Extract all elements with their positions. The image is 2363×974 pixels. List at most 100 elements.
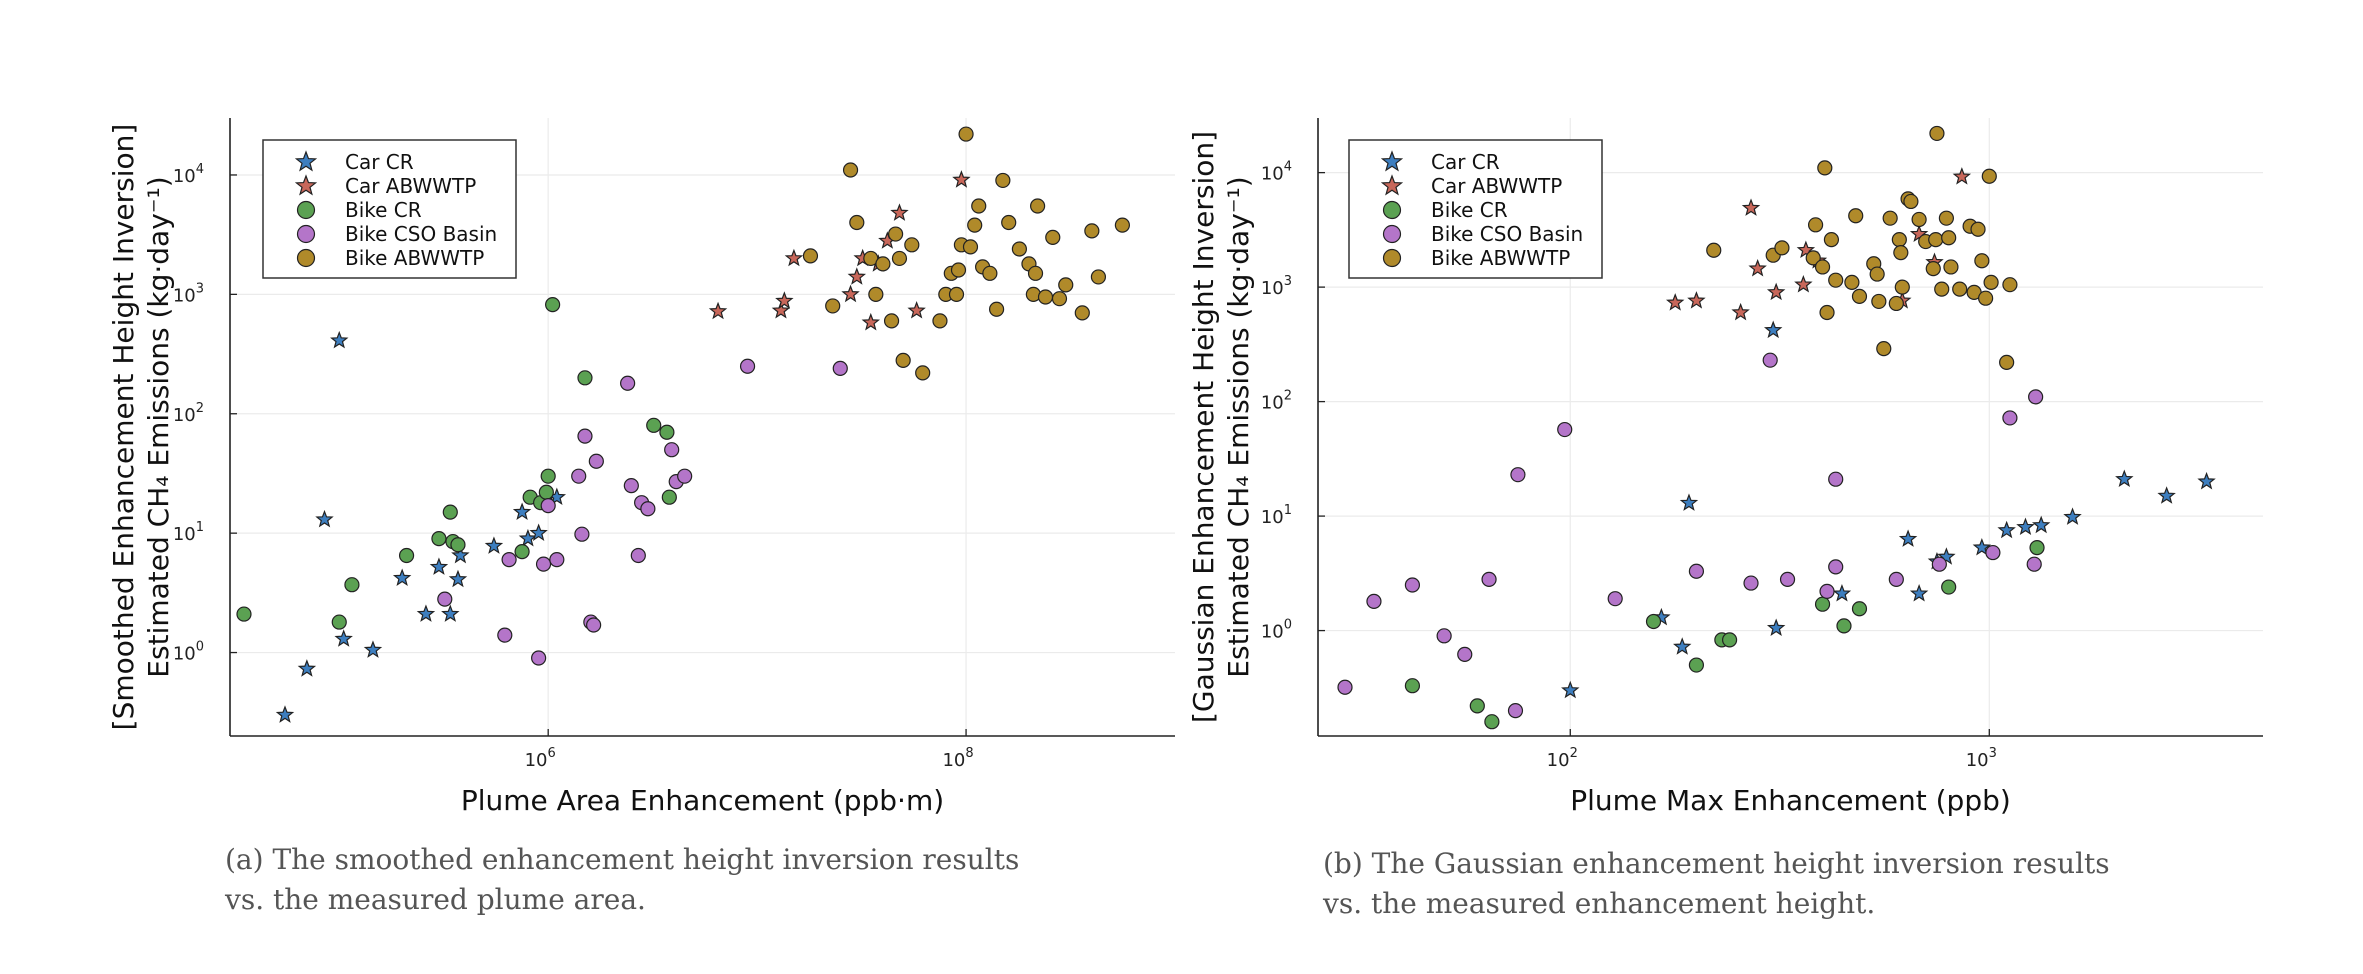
data-point	[630, 547, 646, 564]
data-point	[1507, 703, 1524, 719]
data-point-star	[451, 545, 470, 564]
data-point	[891, 250, 908, 267]
data-point	[577, 428, 593, 444]
data-point	[948, 286, 965, 302]
data-point	[497, 627, 513, 643]
series-bike-cso-basin	[1337, 352, 2044, 719]
data-point	[1607, 591, 1623, 607]
x-tick-label: 108	[942, 746, 973, 771]
data-point	[646, 417, 662, 433]
legend-label: Bike CR	[345, 198, 422, 222]
data-point-star	[484, 536, 504, 554]
data-point	[2002, 410, 2018, 426]
data-point	[2002, 277, 2018, 293]
data-point	[2028, 389, 2044, 405]
data-point-star	[2157, 486, 2176, 504]
data-point-star	[1898, 529, 1918, 547]
data-point-star	[1909, 584, 1929, 602]
data-point	[1774, 240, 1790, 256]
data-point	[1688, 563, 1705, 579]
data-point-star	[297, 659, 317, 677]
data-point-star	[907, 300, 926, 319]
data-point-star	[1731, 302, 1750, 321]
data-point	[962, 239, 979, 255]
chart-a: 106 108 100 101 102 103 104 Plume Area Enhancem…	[107, 118, 1175, 817]
data-point-star	[1952, 167, 1972, 185]
data-point	[883, 313, 900, 329]
legend-marker	[1382, 224, 1402, 244]
data-point	[1074, 305, 1090, 321]
data-point-star	[1766, 282, 1786, 301]
data-point	[1814, 596, 1831, 612]
data-point-star	[441, 604, 460, 622]
data-point-star	[275, 705, 295, 723]
data-point	[825, 298, 841, 314]
data-point	[1871, 293, 1887, 310]
data-point	[1978, 290, 1994, 306]
data-point	[2029, 540, 2045, 556]
data-point	[1844, 274, 1860, 290]
data-point	[1688, 657, 1705, 673]
y-axis-label-line1: [Smoothed Enhancement Height Inversion]	[107, 124, 140, 731]
data-point	[1894, 279, 1910, 295]
data-point	[640, 501, 656, 517]
legend-marker	[1382, 248, 1402, 268]
data-point	[849, 214, 865, 231]
data-point	[574, 526, 590, 542]
data-point	[1706, 242, 1722, 258]
data-point	[1823, 232, 1840, 248]
data-point-star	[847, 267, 867, 285]
data-point	[538, 484, 554, 500]
legend-label: Car ABWWTP	[345, 174, 476, 198]
data-point	[1983, 274, 1999, 290]
data-point	[531, 650, 547, 666]
data-point	[958, 126, 974, 142]
data-point	[331, 614, 347, 630]
data-point	[540, 498, 556, 514]
chart-b: 102 103 100 101 102 103 104 Plume Max Enhanceme…	[1187, 118, 2263, 817]
data-point-star	[1972, 537, 1992, 556]
data-point	[1931, 556, 1947, 572]
legend-label: Bike CSO Basin	[1431, 222, 1583, 246]
data-point	[442, 504, 458, 520]
panel-a: 106 108 100 101 102 103 104 Plume Area Enhancem…	[0, 0, 1180, 974]
data-point	[1828, 471, 1844, 487]
data-point	[540, 468, 556, 484]
y-tick-label: 100	[1261, 618, 1292, 643]
data-point-star	[775, 291, 794, 309]
data-point-star	[529, 523, 548, 541]
data-point	[1721, 632, 1738, 648]
legend-label: Bike ABWWTP	[345, 246, 484, 270]
y-tick-label: 101	[1261, 503, 1292, 528]
data-point	[1851, 288, 1868, 304]
data-point	[1457, 646, 1473, 662]
data-point	[1779, 571, 1796, 587]
caption-a: (a) The smoothed enhancement height inve…	[225, 843, 1020, 916]
data-point-star	[861, 312, 881, 331]
data-point	[1557, 421, 1573, 438]
y-tick-label: 101	[173, 520, 204, 545]
data-point-star	[2115, 469, 2134, 488]
data-point	[1941, 579, 1957, 595]
data-point	[1974, 253, 1990, 269]
data-point	[1011, 241, 1027, 257]
series-car-abwwtp	[1665, 167, 1972, 321]
data-point-star	[1794, 275, 1813, 293]
data-point	[545, 297, 561, 313]
legend-marker	[1380, 174, 1404, 196]
data-point	[398, 547, 415, 564]
data-points	[1337, 125, 2216, 730]
y-tick-label: 100	[173, 640, 204, 665]
data-point	[1001, 214, 1017, 231]
data-point	[1985, 544, 2001, 561]
data-point	[1911, 211, 1927, 228]
data-point	[1851, 601, 1868, 617]
data-point	[1819, 583, 1835, 599]
data-point	[1941, 230, 1957, 246]
data-point-star	[1796, 240, 1816, 259]
data-point	[1366, 593, 1382, 609]
data-point	[1404, 678, 1421, 694]
data-point-star	[771, 300, 791, 319]
data-point-star	[952, 170, 971, 188]
